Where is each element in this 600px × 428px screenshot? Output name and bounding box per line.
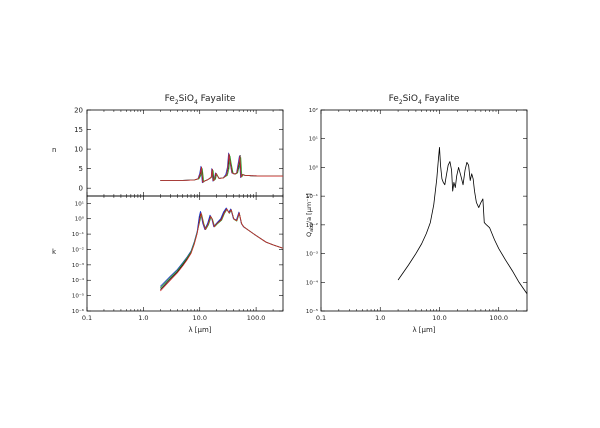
qabs-xtick-label: 100.0 [489, 314, 508, 322]
n-ytick-label: 5 [79, 165, 83, 173]
n-series-line-3 [160, 153, 283, 183]
k-panel-ylabel: k [52, 248, 57, 256]
k-ytick-label: 10⁻⁵ [72, 293, 84, 300]
qabs-ytick-label: 10⁻¹ [306, 193, 318, 200]
right-panel-frame [320, 109, 528, 312]
k-ytick-label: 10⁻³ [72, 262, 84, 269]
k-series-line-3 [160, 208, 284, 292]
n-panel-ylabel: n [52, 146, 57, 154]
k-ytick-label: 10⁻² [72, 246, 84, 253]
right-xaxis-label: λ [μm] [412, 326, 436, 334]
n-ytick-label: 15 [74, 126, 83, 134]
qabs-xtick-label: 10.0 [432, 314, 446, 322]
qabs-series-line-0 [397, 146, 528, 294]
qabs-ytick-label: 10² [309, 107, 318, 114]
right-yaxis-label: Qabs/a [μm⁻¹] [304, 193, 316, 238]
qabs-ytick-label: 10⁻³ [306, 251, 318, 258]
left-xaxis-label: λ [μm] [188, 326, 212, 334]
qabs-ytick-label: 10⁻⁴ [306, 279, 319, 286]
k-ytick-label: 10⁻⁴ [72, 277, 85, 284]
k-ytick-label: 10⁻¹ [72, 231, 84, 238]
k-ytick-label: 10⁻⁶ [72, 308, 85, 315]
qabs-xtick-label: 0.1 [316, 314, 326, 322]
left-chart-title: Fe2SiO4 Fayalite [164, 94, 236, 106]
qabs-xtick-label: 1.0 [375, 314, 385, 322]
qabs-ytick-label: 10¹ [309, 136, 318, 143]
k-xtick-label: 0.1 [82, 314, 92, 322]
n-ytick-label: 0 [79, 185, 83, 193]
k-xtick-label: 1.0 [138, 314, 148, 322]
n-ytick-label: 20 [74, 107, 83, 115]
n-panel-frame [86, 109, 284, 197]
k-xtick-label: 100.0 [247, 314, 266, 322]
k-series-line-0 [160, 208, 284, 290]
k-panel-frame [86, 195, 284, 312]
n-ytick-label: 10 [74, 146, 83, 154]
k-xtick-label: 10.0 [192, 314, 206, 322]
k-series-line-2 [160, 209, 284, 289]
right-chart-title: Fe2SiO4 Fayalite [388, 94, 460, 106]
qabs-ytick-label: 10⁻⁵ [306, 308, 318, 315]
k-ytick-label: 10⁰ [75, 216, 85, 223]
qabs-ytick-label: 10⁰ [309, 164, 319, 171]
qabs-ytick-label: 10⁻² [306, 222, 318, 229]
k-ytick-label: 10¹ [75, 200, 84, 207]
